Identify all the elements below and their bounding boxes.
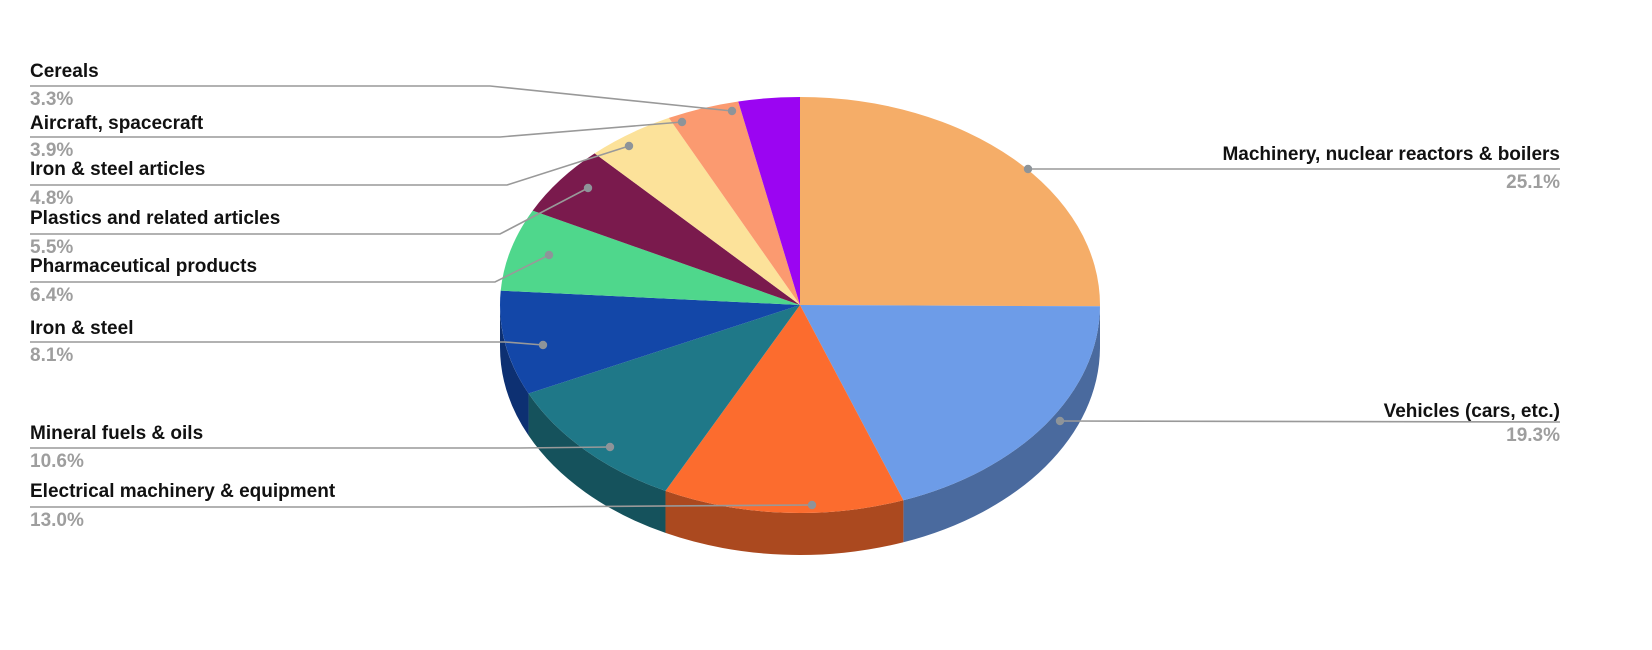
slice-label-vehicles: Vehicles (cars, etc.) bbox=[1383, 401, 1560, 422]
slice-callout-mineral-fuels: Mineral fuels & oils 10.6% bbox=[30, 423, 203, 472]
leader-line-aircraft bbox=[30, 121, 683, 138]
leader-dot-cereals bbox=[727, 106, 737, 116]
slice-label-pharmaceutical: Pharmaceutical products bbox=[30, 256, 258, 277]
leader-dot-vehicles bbox=[1055, 416, 1065, 426]
slice-callout-cereals: Cereals 3.3% bbox=[30, 61, 99, 110]
slice-callout-plastics: Plastics and related articles 5.5% bbox=[30, 208, 280, 258]
slice-percent-vehicles: 19.3% bbox=[1506, 425, 1560, 446]
slice-callout-machinery: Machinery, nuclear reactors & boilers 25.… bbox=[1222, 144, 1560, 193]
leader-dot-machinery bbox=[1023, 164, 1033, 174]
slice-callout-iron-steel-articles: Iron & steel articles 4.8% bbox=[30, 159, 205, 209]
leader-line-iron-steel bbox=[30, 341, 544, 346]
leader-line-cereals bbox=[30, 85, 733, 112]
slice-callout-vehicles: Vehicles (cars, etc.) 19.3% bbox=[1384, 401, 1560, 446]
slice-percent-aircraft: 3.9% bbox=[30, 140, 74, 161]
pie-slice-iron-steel[interactable] bbox=[500, 290, 800, 394]
pie-slice-iron-steel-side bbox=[500, 305, 529, 436]
pie-slice-aircraft[interactable] bbox=[668, 101, 800, 305]
leader-dot-plastics bbox=[583, 183, 593, 193]
leader-dot-pharmaceutical bbox=[544, 250, 554, 260]
slice-percent-machinery: 25.1% bbox=[1506, 172, 1560, 193]
slice-callout-iron-steel: Iron & steel 8.1% bbox=[30, 318, 133, 366]
pie-slice-cereals[interactable] bbox=[738, 97, 800, 305]
slice-label-mineral-fuels: Mineral fuels & oils bbox=[30, 423, 204, 444]
slice-label-iron-steel: Iron & steel bbox=[30, 318, 134, 339]
slice-percent-pharmaceutical: 6.4% bbox=[30, 285, 74, 306]
leader-dot-iron-steel bbox=[538, 340, 548, 350]
leader-dot-aircraft bbox=[677, 117, 687, 127]
leader-line-electrical bbox=[30, 504, 813, 508]
slice-callout-pharmaceutical: Pharmaceutical products 6.4% bbox=[30, 256, 257, 306]
leader-line-iron-steel-articles bbox=[30, 145, 630, 186]
pie-slice-pharmaceutical[interactable] bbox=[500, 210, 800, 305]
slice-callout-aircraft: Aircraft, spacecraft 3.9% bbox=[30, 113, 203, 161]
leader-line-vehicles bbox=[1059, 420, 1561, 423]
leader-line-pharmaceutical bbox=[30, 254, 550, 283]
slice-label-plastics: Plastics and related articles bbox=[30, 208, 281, 229]
slice-label-electrical: Electrical machinery & equipment bbox=[30, 481, 336, 502]
slice-label-machinery: Machinery, nuclear reactors & boilers bbox=[1222, 144, 1560, 165]
slice-percent-mineral-fuels: 10.6% bbox=[30, 451, 84, 472]
pie-slice-electrical-side bbox=[665, 490, 904, 555]
pie-slice-mineral-fuels-side bbox=[528, 393, 666, 533]
pie-slice-electrical[interactable] bbox=[665, 305, 904, 513]
slice-percent-plastics: 5.5% bbox=[30, 237, 74, 258]
slice-label-iron-steel-articles: Iron & steel articles bbox=[30, 159, 206, 180]
slice-label-aircraft: Aircraft, spacecraft bbox=[30, 113, 204, 134]
leader-line-mineral-fuels bbox=[30, 446, 611, 449]
slice-percent-electrical: 13.0% bbox=[30, 510, 84, 531]
slice-percent-iron-steel: 8.1% bbox=[30, 345, 74, 366]
leader-dot-mineral-fuels bbox=[605, 442, 615, 452]
pie-slice-iron-steel-articles[interactable] bbox=[594, 117, 800, 305]
pie-slice-vehicles[interactable] bbox=[800, 305, 1100, 501]
pie-slice-plastics[interactable] bbox=[532, 153, 800, 305]
leader-dot-electrical bbox=[807, 500, 817, 510]
leader-line-plastics bbox=[30, 187, 589, 235]
slice-label-cereals: Cereals bbox=[30, 61, 99, 82]
pie-slice-mineral-fuels[interactable] bbox=[528, 305, 800, 491]
slice-callout-electrical: Electrical machinery & equipment 13.0% bbox=[30, 481, 335, 531]
slice-percent-iron-steel-articles: 4.8% bbox=[30, 188, 74, 209]
slice-percent-cereals: 3.3% bbox=[30, 89, 74, 110]
leader-dot-iron-steel-articles bbox=[624, 141, 634, 151]
pie-slice-machinery[interactable] bbox=[800, 97, 1100, 307]
